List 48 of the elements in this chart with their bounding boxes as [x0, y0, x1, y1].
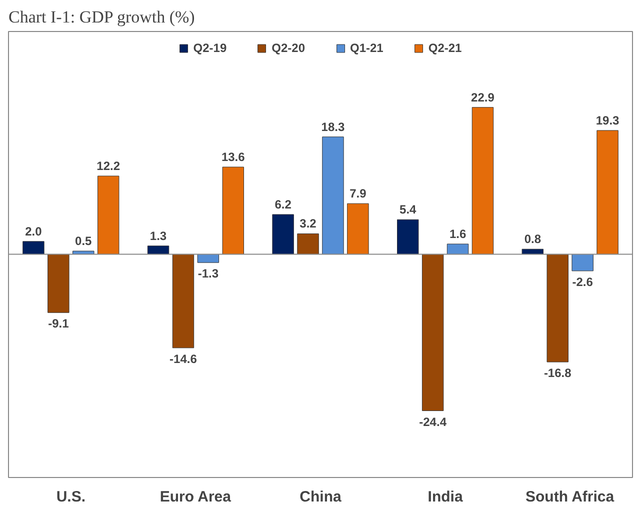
legend-label: Q2-20 — [272, 41, 305, 55]
data-label: -9.1 — [48, 316, 70, 331]
bar — [397, 219, 419, 254]
bar — [422, 254, 444, 411]
data-label: -1.3 — [198, 266, 219, 281]
data-label: -14.6 — [170, 352, 198, 366]
legend-label: Q2-21 — [428, 41, 462, 55]
data-label: -16.8 — [544, 366, 572, 380]
data-label: 5.4 — [400, 202, 417, 217]
data-label: -24.4 — [419, 414, 447, 429]
bar — [472, 107, 494, 254]
data-label: 3.2 — [300, 216, 317, 231]
bar — [297, 233, 319, 254]
data-label: 1.3 — [150, 228, 167, 243]
data-label: 0.5 — [75, 234, 92, 248]
x-tick-label: U.S. — [56, 488, 86, 506]
data-label: -2.6 — [572, 274, 594, 289]
bar — [48, 254, 70, 313]
bar — [97, 176, 120, 254]
data-label: 19.3 — [596, 113, 620, 128]
chart-title: Chart I-1: GDP growth (%) — [8, 8, 195, 26]
bar — [347, 203, 369, 254]
data-label: 7.9 — [350, 186, 367, 201]
x-tick-label: China — [300, 488, 342, 506]
legend-label: Q2-19 — [193, 41, 227, 55]
bar — [446, 244, 469, 254]
bar — [222, 166, 244, 254]
bar — [322, 136, 344, 254]
x-tick-label: South Africa — [526, 488, 615, 506]
bar — [596, 130, 618, 254]
bar — [572, 254, 594, 272]
data-label: 1.6 — [449, 226, 466, 241]
x-tick-label: India — [428, 488, 464, 506]
data-label: 0.8 — [524, 232, 542, 246]
x-tick-label: Euro Area — [160, 488, 232, 506]
bar — [147, 246, 170, 254]
data-label: 12.2 — [96, 158, 120, 173]
data-label: 18.3 — [321, 120, 345, 134]
bar — [172, 254, 194, 348]
data-label: 6.2 — [274, 197, 292, 212]
bar — [546, 254, 568, 362]
bar — [197, 254, 220, 263]
bar — [22, 241, 44, 254]
legend-label: Q1-21 — [350, 41, 384, 55]
data-label: 22.9 — [471, 90, 495, 104]
data-label: 13.6 — [221, 150, 246, 164]
bar — [272, 214, 294, 254]
data-label: 2.0 — [25, 224, 42, 238]
